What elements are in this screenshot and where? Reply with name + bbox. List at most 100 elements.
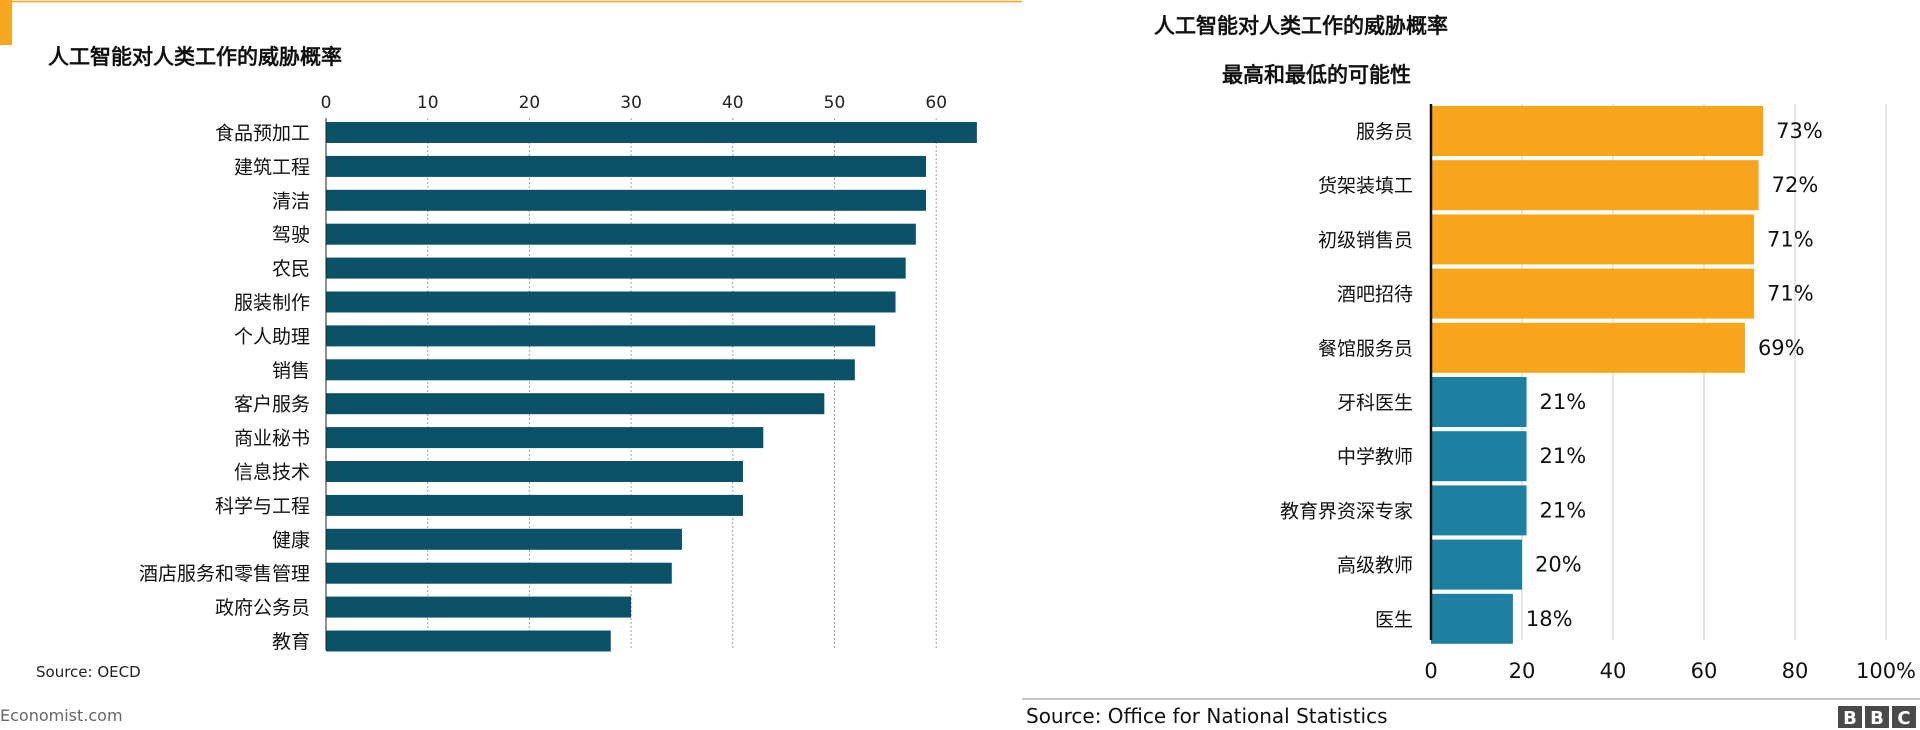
category-label: 教育界资深专家 xyxy=(1280,500,1413,522)
x-tick-label: 40 xyxy=(1600,659,1627,683)
bar xyxy=(1431,593,1513,644)
bar xyxy=(326,155,927,177)
category-label: 政府公务员 xyxy=(215,597,310,619)
bar xyxy=(326,359,855,381)
bar xyxy=(1431,214,1755,265)
bar xyxy=(326,596,632,618)
source-note: Source: OECD xyxy=(36,663,141,681)
category-label: 农民 xyxy=(272,258,310,280)
category-label: 酒店服务和零售管理 xyxy=(139,563,310,585)
bars xyxy=(326,122,977,652)
bbc-chart: 人工智能对人类工作的威胁概率 最高和最低的可能性 服务员货架装填工初级销售员酒吧… xyxy=(1022,14,1920,729)
bar xyxy=(1431,539,1522,590)
category-label: 信息技术 xyxy=(234,462,310,484)
bar xyxy=(326,122,977,143)
bbc-logo-block xyxy=(1865,706,1889,728)
x-tick-label: 10 xyxy=(417,93,439,113)
publisher-footer: Economist.com xyxy=(0,706,123,725)
category-label: 销售 xyxy=(272,360,310,382)
category-label: 服装制作 xyxy=(234,292,310,314)
category-label: 清洁 xyxy=(272,190,310,212)
chart-subtitle: 最高和最低的可能性 xyxy=(1222,63,1411,87)
chart-title: 人工智能对人类工作的威胁概率 xyxy=(1154,14,1448,38)
category-label: 货架装填工 xyxy=(1318,175,1413,197)
x-tick-label: 40 xyxy=(722,93,744,113)
bar xyxy=(326,223,916,245)
bar xyxy=(326,291,896,313)
value-label: 72% xyxy=(1772,173,1819,197)
value-label: 71% xyxy=(1767,227,1814,251)
bar xyxy=(326,393,825,415)
x-tick-label: 60 xyxy=(1691,659,1718,683)
category-label: 食品预加工 xyxy=(215,123,310,145)
bar xyxy=(1431,268,1755,319)
bar xyxy=(326,562,672,584)
x-tick-label: 0 xyxy=(321,93,332,113)
category-label: 高级教师 xyxy=(1337,555,1413,577)
bbc-logo-letter: B xyxy=(1843,708,1857,729)
bar xyxy=(1431,431,1527,482)
bar xyxy=(326,257,906,279)
bar xyxy=(1431,377,1527,427)
category-label: 教育 xyxy=(272,631,310,653)
category-label: 建筑工程 xyxy=(234,156,310,178)
x-tick-label: 50 xyxy=(824,93,846,113)
category-label: 科学与工程 xyxy=(215,495,310,517)
x-tick-label: 0 xyxy=(1424,659,1437,683)
x-tick-label: 20 xyxy=(519,93,541,113)
bbc-chart-panel: 人工智能对人类工作的威胁概率 最高和最低的可能性 服务员货架装填工初级销售员酒吧… xyxy=(1022,0,1920,730)
brand-accent-bar xyxy=(0,0,12,45)
value-label: 73% xyxy=(1776,119,1823,143)
bbc-logo-block xyxy=(1838,706,1862,728)
category-label: 服务员 xyxy=(1356,121,1413,143)
x-tick-label: 100% xyxy=(1856,659,1916,683)
category-label: 初级销售员 xyxy=(1318,229,1413,251)
value-label: 20% xyxy=(1535,553,1582,577)
category-label: 商业秘书 xyxy=(234,428,310,450)
x-tick-label: 80 xyxy=(1782,659,1809,683)
bbc-logo-letter: C xyxy=(1897,708,1910,729)
bar xyxy=(1431,160,1759,211)
bar xyxy=(326,325,876,347)
x-tick-label: 60 xyxy=(925,93,947,113)
value-labels: 73% 72% 71% 71% 69% 21% 21% 21% 20% 18% xyxy=(1526,119,1823,631)
category-label: 客户服务 xyxy=(234,394,310,416)
value-label: 69% xyxy=(1758,336,1805,360)
category-label: 酒吧招待 xyxy=(1337,284,1413,306)
value-label: 71% xyxy=(1767,282,1814,306)
category-label: 餐馆服务员 xyxy=(1318,338,1413,360)
category-label: 健康 xyxy=(272,529,310,551)
category-label: 牙科医生 xyxy=(1337,392,1413,414)
bar xyxy=(326,528,682,550)
value-label: 21% xyxy=(1540,498,1587,522)
value-label: 21% xyxy=(1540,444,1587,468)
category-labels: 服务员货架装填工初级销售员酒吧招待餐馆服务员牙科医生中学教师教育界资深专家高级教… xyxy=(1280,121,1413,631)
bar xyxy=(326,461,743,482)
bar xyxy=(1431,106,1764,156)
bbc-logo-block xyxy=(1892,706,1916,728)
category-label: 驾驶 xyxy=(272,224,310,246)
x-axis-ticks: 0 10 20 30 40 50 60 xyxy=(321,93,947,113)
category-label: 个人助理 xyxy=(234,326,310,348)
bar xyxy=(326,427,764,449)
x-tick-label: 30 xyxy=(620,93,642,113)
x-tick-label: 20 xyxy=(1509,659,1536,683)
category-label: 医生 xyxy=(1375,609,1413,631)
bar xyxy=(326,189,927,211)
bar xyxy=(326,494,743,516)
bars xyxy=(1431,106,1764,644)
bar xyxy=(1431,485,1527,536)
value-label: 18% xyxy=(1526,607,1573,631)
bar xyxy=(1431,322,1745,373)
category-labels: 食品预加工建筑工程清洁驾驶农民服装制作个人助理销售客户服务商业秘书信息技术科学与… xyxy=(139,123,310,654)
category-label: 中学教师 xyxy=(1337,446,1413,468)
economist-chart-panel: 人工智能对人类工作的威胁概率 0 10 20 30 40 50 60 食品预加工建筑工程清洁… xyxy=(0,0,1022,725)
x-axis-ticks: 0 20 40 60 80 100% xyxy=(1424,659,1916,683)
bbc-logo-letter: B xyxy=(1870,708,1884,729)
economist-chart: 人工智能对人类工作的威胁概率 0 10 20 30 40 50 60 食品预加工建筑工程清洁… xyxy=(0,0,1022,725)
bar xyxy=(326,630,611,652)
source-note: Source: Office for National Statistics xyxy=(1026,704,1388,728)
value-label: 21% xyxy=(1540,390,1587,414)
chart-title: 人工智能对人类工作的威胁概率 xyxy=(48,45,342,69)
